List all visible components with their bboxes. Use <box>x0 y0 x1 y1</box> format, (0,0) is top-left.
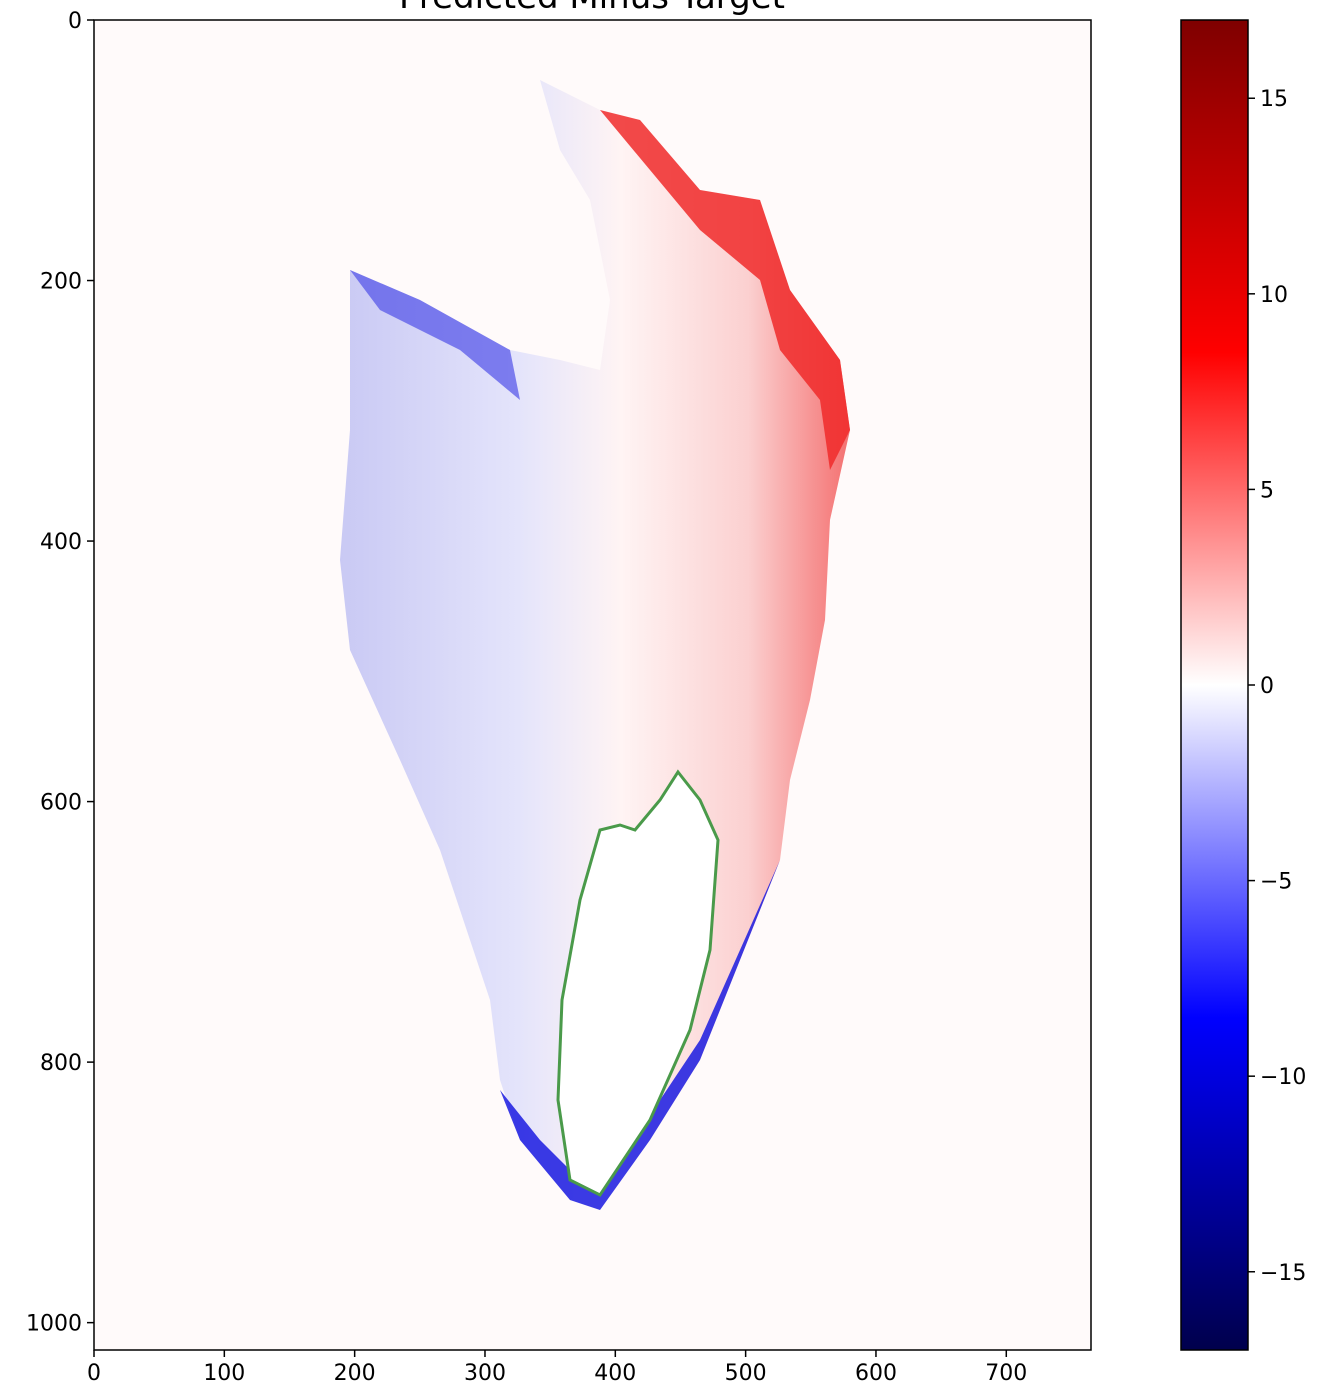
y-tick-label: 600 <box>40 791 82 816</box>
colorbar-tick-label: 10 <box>1260 283 1288 308</box>
x-tick-label: 700 <box>985 1361 1027 1386</box>
x-tick-label: 500 <box>725 1361 767 1386</box>
colorbar <box>1180 19 1249 1351</box>
x-tick-label: 100 <box>203 1361 245 1386</box>
x-tick-label: 600 <box>855 1361 897 1386</box>
plot-frame <box>93 19 1092 1351</box>
y-tick-label: 1000 <box>26 1312 82 1337</box>
y-tick-label: 0 <box>68 9 82 34</box>
red-edge <box>600 110 850 470</box>
x-tick-label: 200 <box>334 1361 376 1386</box>
colorbar-tick-label: −15 <box>1260 1261 1306 1286</box>
colorbar-tick-label: 5 <box>1260 478 1274 503</box>
x-tick-label: 300 <box>464 1361 506 1386</box>
plot-area <box>94 20 1091 1350</box>
colorbar-tick-label: −10 <box>1260 1065 1306 1090</box>
x-tick-label: 0 <box>87 1361 101 1386</box>
y-tick-label: 400 <box>40 530 82 555</box>
y-tick-label: 800 <box>40 1051 82 1076</box>
contour <box>556 769 720 1197</box>
x-tick-label: 400 <box>594 1361 636 1386</box>
colorbar-tick-label: 15 <box>1260 87 1288 112</box>
blue-edge <box>500 860 780 1210</box>
chart-title: Predicted Minus Target <box>399 0 785 17</box>
colorbar-tick-label: 0 <box>1260 674 1274 699</box>
field <box>340 80 850 1210</box>
blue-edge <box>350 270 520 400</box>
y-tick-label: 200 <box>40 270 82 295</box>
colorbar-tick-label: −5 <box>1260 870 1292 895</box>
